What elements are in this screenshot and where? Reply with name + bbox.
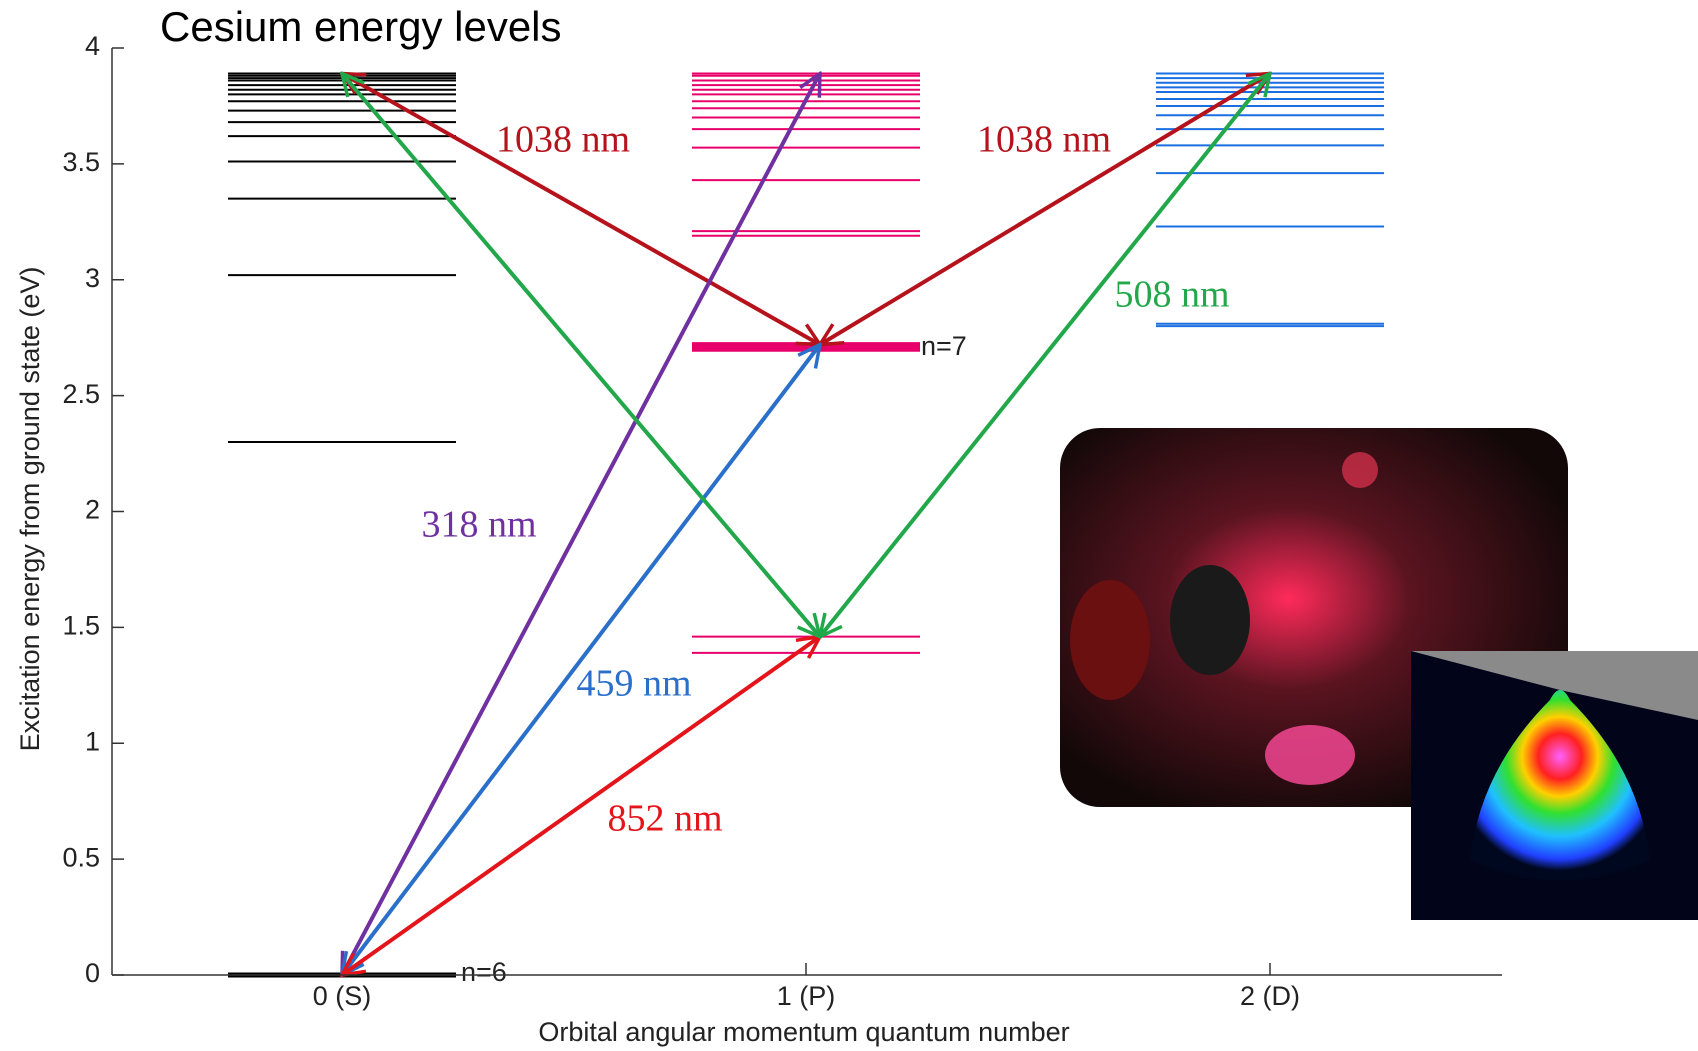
photo-detail <box>1265 725 1355 785</box>
photo-detail <box>1070 580 1150 700</box>
x-tick-label: 0 (S) <box>313 981 372 1011</box>
transition-label: 1038 nm <box>977 119 1111 161</box>
transition-label: 508 nm <box>1114 274 1229 316</box>
transition-label: 318 nm <box>421 504 536 546</box>
y-tick-label: 3 <box>85 263 100 293</box>
chart-title: Cesium energy levels <box>160 3 562 50</box>
beam-image <box>1411 651 1698 920</box>
photo-detail <box>1170 565 1250 675</box>
y-axis-label: Excitation energy from ground state (eV) <box>15 267 45 752</box>
chart: Cesium energy levels Excitation energy f… <box>0 0 1698 1051</box>
y-tick-label: 1.5 <box>62 611 100 641</box>
y-tick-label: 1 <box>85 726 100 756</box>
level-label: n=6 <box>461 957 507 987</box>
photo-detail <box>1342 452 1378 488</box>
transition-arrow <box>342 345 820 975</box>
y-tick-label: 2.5 <box>62 379 100 409</box>
level-label: n=7 <box>921 331 967 361</box>
x-tick-label: 2 (D) <box>1240 981 1300 1011</box>
y-tick-label: 0 <box>85 958 100 988</box>
transition-label: 1038 nm <box>496 119 630 161</box>
x-axis-label: Orbital angular momentum quantum number <box>538 1017 1069 1047</box>
y-tick-label: 3.5 <box>62 147 100 177</box>
y-tick-label: 2 <box>85 495 100 525</box>
y-tick-label: 0.5 <box>62 842 100 872</box>
x-tick-label: 1 (P) <box>777 981 836 1011</box>
y-tick-label: 4 <box>85 31 100 61</box>
transition-label: 459 nm <box>576 663 691 705</box>
transition-label: 852 nm <box>607 798 722 840</box>
